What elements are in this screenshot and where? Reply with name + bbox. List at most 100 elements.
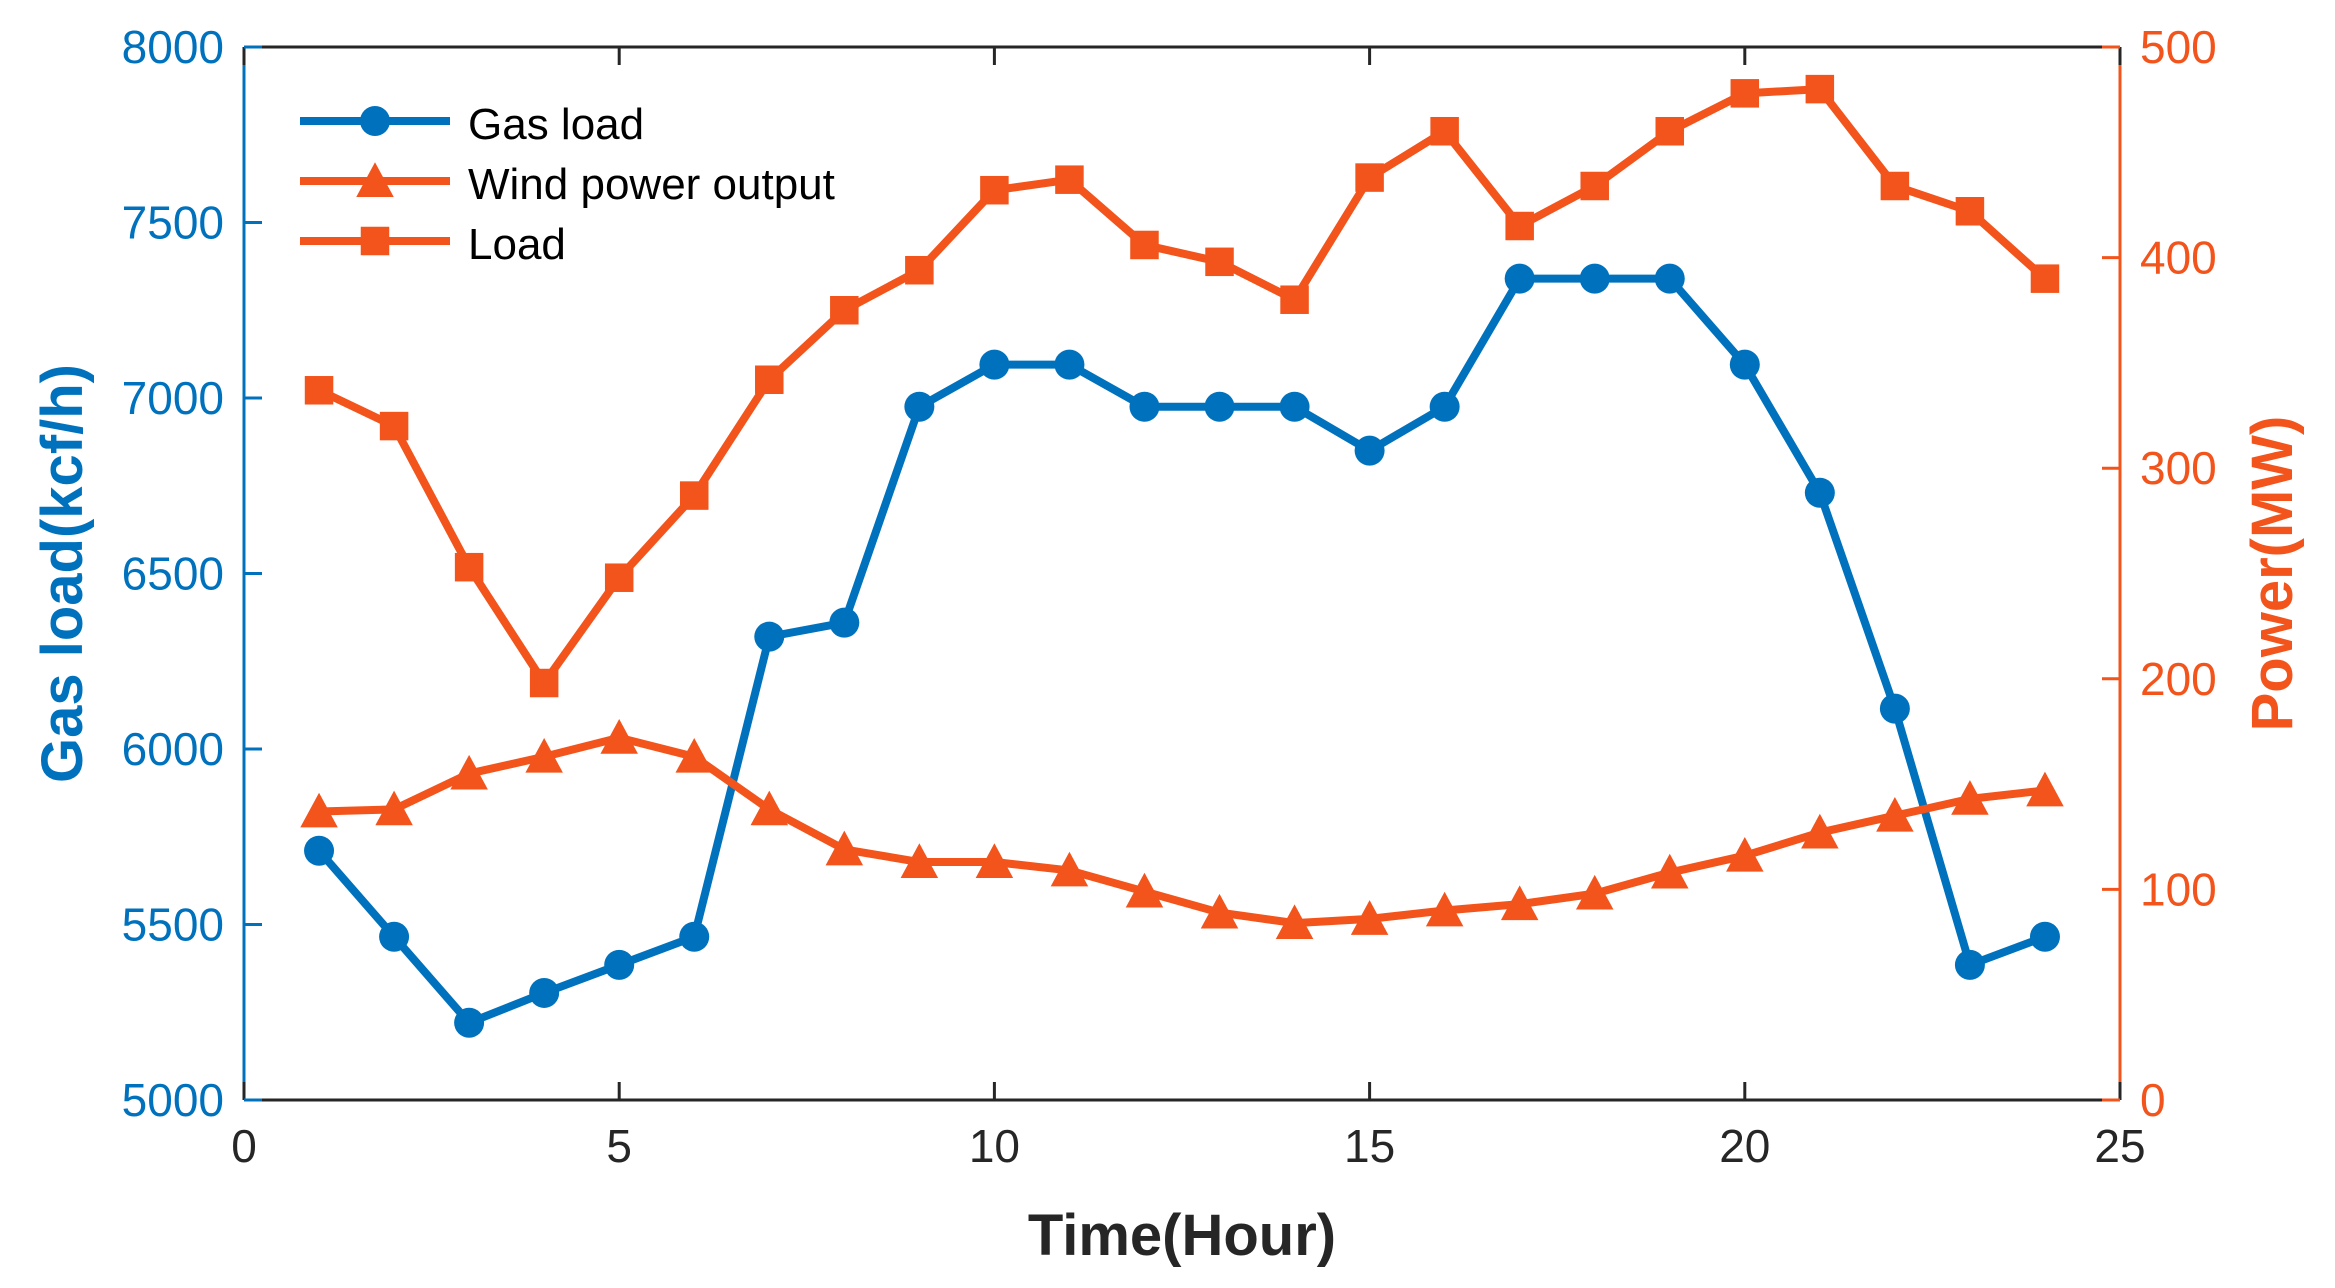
data-point-wind-power-output — [1651, 853, 1689, 889]
data-point-gas-load — [1804, 477, 1835, 508]
x-tick-label: 0 — [231, 1120, 257, 1172]
data-point-load — [1430, 116, 1459, 146]
left-y-tick-label: 6500 — [122, 548, 224, 600]
left-y-tick-label: 5000 — [122, 1074, 224, 1126]
data-point-load — [1805, 74, 1835, 104]
data-point-wind-power-output — [1876, 796, 1914, 832]
right-y-axis: 0 100 200 300 400 500 — [2102, 21, 2217, 1126]
data-point-gas-load — [904, 391, 935, 422]
left-y-axis-title: Gas load(kcf/h) — [30, 364, 95, 783]
data-point-gas-load — [754, 621, 785, 652]
data-point-load — [1955, 197, 1985, 226]
left-y-tick-label: 7500 — [122, 197, 224, 249]
right-y-tick-label: 500 — [2140, 21, 2217, 73]
data-point-gas-load — [979, 349, 1010, 380]
data-point-gas-load — [529, 977, 560, 1008]
data-point-gas-load — [679, 921, 710, 952]
data-point-wind-power-output — [675, 737, 713, 773]
data-point-load — [679, 481, 709, 510]
data-point-wind-power-output — [1575, 874, 1614, 910]
left-y-tick-label: 8000 — [122, 21, 224, 73]
data-point-wind-power-output — [1125, 872, 1164, 908]
data-point-wind-power-output — [1050, 851, 1089, 887]
data-point-gas-load — [1729, 349, 1760, 380]
data-point-load — [755, 365, 784, 394]
data-point-gas-load — [1279, 391, 1310, 422]
x-axis-title: Time(Hour) — [1028, 1203, 1336, 1268]
legend-marker-load — [360, 226, 390, 256]
data-point-load — [1655, 116, 1685, 146]
data-point-wind-power-output — [1500, 885, 1539, 921]
data-point-gas-load — [1879, 693, 1910, 724]
data-point-wind-power-output — [975, 843, 1014, 878]
data-point-gas-load — [1654, 263, 1685, 294]
data-point-gas-load — [379, 921, 410, 952]
data-point-load — [2030, 264, 2060, 293]
data-point-load — [604, 563, 634, 592]
data-point-load — [1130, 230, 1159, 260]
data-point-wind-power-output — [1726, 836, 1764, 872]
data-point-load — [980, 175, 1009, 205]
right-y-tick-label: 100 — [2140, 863, 2217, 915]
data-point-wind-power-output — [600, 719, 638, 754]
data-point-wind-power-output — [1951, 780, 1989, 815]
left-y-axis: 5000 5500 6000 6500 7000 7500 8000 — [122, 21, 262, 1126]
data-point-gas-load — [1954, 949, 1985, 980]
x-tick-label: 10 — [969, 1120, 1020, 1172]
legend: Gas load Wind power output Load — [262, 68, 874, 278]
left-y-tick-label: 5500 — [122, 899, 224, 951]
data-point-load — [1055, 165, 1084, 194]
data-point-gas-load — [304, 835, 335, 866]
data-point-gas-load — [1429, 391, 1460, 422]
left-y-tick-label: 6000 — [122, 723, 224, 775]
legend-label-wind-power-output: Wind power output — [468, 160, 835, 209]
x-tick-label: 20 — [1719, 1120, 1770, 1172]
data-point-wind-power-output — [2026, 771, 2064, 807]
data-point-gas-load — [1579, 263, 1610, 294]
data-point-load — [304, 376, 334, 405]
series-layer — [300, 74, 2064, 1038]
right-y-tick-label: 200 — [2140, 653, 2217, 705]
data-point-load — [905, 255, 934, 285]
x-axis: 0 5 10 15 20 25 — [231, 47, 2146, 1172]
legend-label-load: Load — [468, 220, 566, 269]
data-point-load — [1205, 247, 1234, 277]
data-point-wind-power-output — [900, 843, 939, 878]
legend-label-gas-load: Gas load — [468, 100, 644, 149]
data-point-wind-power-output — [375, 790, 413, 826]
data-point-load — [1730, 79, 1760, 108]
data-point-wind-power-output — [1200, 893, 1239, 929]
data-point-gas-load — [604, 949, 635, 980]
right-y-tick-label: 400 — [2140, 232, 2217, 284]
data-point-load — [1355, 163, 1384, 192]
data-point-wind-power-output — [1801, 813, 1839, 849]
data-point-load — [529, 668, 559, 698]
legend-marker-gas-load — [360, 106, 390, 136]
data-point-load — [1505, 211, 1534, 241]
data-point-load — [454, 552, 484, 582]
x-tick-label: 5 — [606, 1120, 632, 1172]
data-point-gas-load — [2029, 921, 2060, 952]
data-point-gas-load — [454, 1007, 485, 1038]
right-y-axis-title: Power(MW) — [2240, 416, 2305, 732]
right-y-tick-label: 300 — [2140, 442, 2217, 494]
data-point-wind-power-output — [450, 754, 488, 790]
data-point-gas-load — [1354, 435, 1385, 466]
data-point-gas-load — [1054, 349, 1085, 380]
data-point-wind-power-output — [1425, 891, 1464, 927]
left-y-tick-label: 7000 — [122, 372, 224, 424]
x-tick-label: 15 — [1344, 1120, 1395, 1172]
x-tick-label: 25 — [2094, 1120, 2145, 1172]
data-point-load — [1280, 285, 1309, 314]
data-point-load — [1580, 171, 1609, 201]
data-point-wind-power-output — [1275, 904, 1314, 940]
data-point-wind-power-output — [300, 792, 338, 828]
data-point-load — [379, 411, 409, 441]
data-point-gas-load — [829, 607, 860, 638]
data-point-wind-power-output — [525, 737, 563, 773]
data-point-wind-power-output — [825, 830, 864, 866]
data-point-load — [1880, 171, 1910, 201]
data-point-wind-power-output — [1350, 900, 1389, 935]
data-point-gas-load — [1204, 391, 1235, 422]
